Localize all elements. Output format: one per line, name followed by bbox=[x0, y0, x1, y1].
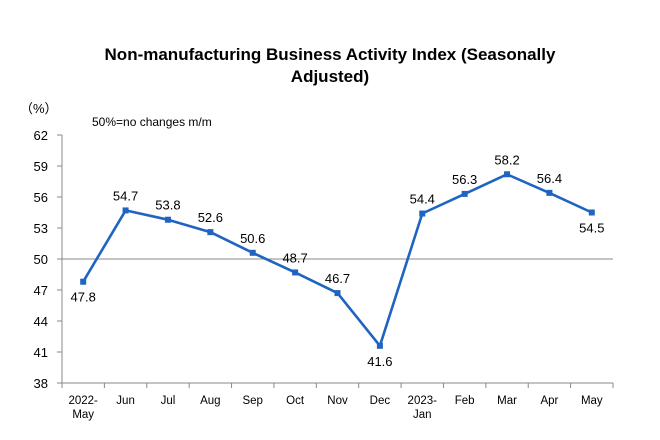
x-tick-label-line: Jun bbox=[116, 395, 135, 407]
data-label: 54.7 bbox=[113, 188, 138, 203]
x-tick-label-line: Apr bbox=[540, 395, 558, 407]
x-tick-label-line: May bbox=[581, 395, 603, 407]
data-label: 46.7 bbox=[325, 271, 350, 286]
y-tick-label: 59 bbox=[34, 159, 48, 174]
chart-title-line-1: Non-manufacturing Business Activity Inde… bbox=[104, 45, 556, 64]
data-point-marker bbox=[249, 249, 256, 256]
data-point-marker bbox=[461, 190, 468, 197]
data-label: 48.7 bbox=[282, 250, 307, 265]
data-label: 54.5 bbox=[579, 221, 604, 236]
data-label: 56.3 bbox=[452, 172, 477, 187]
x-tick-label: Feb bbox=[455, 395, 475, 407]
x-tick-label: Apr bbox=[540, 395, 558, 407]
x-tick-label: Jul bbox=[161, 395, 176, 407]
y-tick-label: 56 bbox=[34, 190, 48, 205]
x-tick-label: 2023- Jan bbox=[408, 395, 438, 421]
y-tick-label: 38 bbox=[34, 376, 48, 391]
data-point-marker bbox=[376, 342, 383, 349]
data-label: 56.4 bbox=[537, 171, 562, 186]
data-point-marker bbox=[122, 207, 129, 214]
series-group bbox=[80, 171, 595, 349]
data-point-marker bbox=[546, 189, 553, 196]
data-label: 58.2 bbox=[494, 152, 519, 167]
y-axis-unit-label: （%） bbox=[20, 101, 58, 116]
x-tick-label-line: Aug bbox=[200, 395, 220, 407]
axes-group: 38 41 44 47 50 53 56 59 62 2022- May Jun Jul Aug Sep Oc… bbox=[34, 128, 614, 421]
x-tick-label-line: Dec bbox=[370, 395, 391, 407]
x-tick-label-line: Oct bbox=[286, 395, 305, 407]
data-label: 50.6 bbox=[240, 231, 265, 246]
x-tick-label-line: Jul bbox=[161, 395, 176, 407]
y-tick-label: 41 bbox=[34, 345, 48, 360]
data-point-marker bbox=[207, 229, 214, 236]
data-point-marker bbox=[334, 290, 341, 297]
x-tick-label-line: Sep bbox=[242, 395, 262, 407]
data-point-marker bbox=[588, 209, 595, 216]
x-tick-label-line: Mar bbox=[497, 395, 517, 407]
x-tick-label-line: May bbox=[72, 409, 94, 421]
x-tick-label: Sep bbox=[242, 395, 262, 407]
data-label: 53.8 bbox=[155, 198, 180, 213]
x-tick-label: Oct bbox=[286, 395, 305, 407]
data-point-marker bbox=[164, 216, 171, 223]
chart-title: Non-manufacturing Business Activity Inde… bbox=[40, 44, 620, 88]
x-tick-label-line: 2023- bbox=[408, 395, 438, 407]
x-tick-label: Mar bbox=[497, 395, 517, 407]
x-tick-label-line: Jan bbox=[413, 409, 432, 421]
data-label: 54.4 bbox=[410, 192, 435, 207]
y-tick-label: 53 bbox=[34, 221, 48, 236]
data-point-marker bbox=[504, 171, 511, 178]
data-label: 52.6 bbox=[198, 210, 223, 225]
y-tick-label: 62 bbox=[34, 128, 48, 143]
data-label: 41.6 bbox=[367, 354, 392, 369]
chart-title-line-2: Adjusted) bbox=[290, 67, 370, 86]
x-tick-label: Nov bbox=[327, 395, 348, 407]
x-tick-label: 2022- May bbox=[68, 395, 98, 421]
x-tick-label: Aug bbox=[200, 395, 220, 407]
x-tick-label: Dec bbox=[370, 395, 391, 407]
x-tick-label-line: Nov bbox=[327, 395, 348, 407]
y-tick-label: 44 bbox=[34, 314, 48, 329]
data-point-marker bbox=[292, 269, 299, 276]
data-point-marker bbox=[419, 210, 426, 217]
x-tick-label: May bbox=[581, 395, 603, 407]
data-point-marker bbox=[80, 278, 87, 285]
data-labels-group: 47.8 54.7 53.8 52.6 50.6 48.7 46.7 41.6 54.4 56.3… bbox=[71, 152, 605, 369]
chart-annotation: 50%=no changes m/m bbox=[92, 115, 212, 129]
x-tick-label-line: Feb bbox=[455, 395, 475, 407]
x-tick-label: Jun bbox=[116, 395, 135, 407]
y-tick-label: 47 bbox=[34, 283, 48, 298]
x-tick-label-line: 2022- bbox=[68, 395, 98, 407]
y-tick-label: 50 bbox=[34, 252, 48, 267]
data-label: 47.8 bbox=[71, 290, 96, 305]
